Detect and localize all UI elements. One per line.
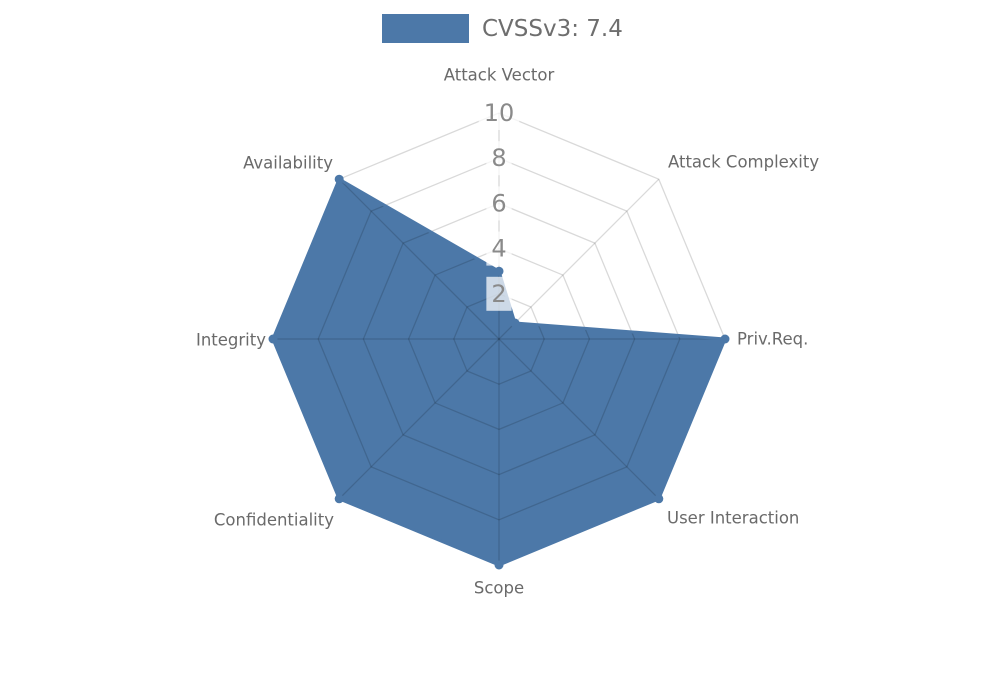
radar-grid-ring <box>453 293 545 385</box>
radial-tick-box <box>486 276 512 311</box>
radial-tick-box <box>486 231 512 266</box>
axis-label-attack-complexity: Attack Complexity <box>668 153 819 172</box>
axis-label-attack-vector: Attack Vector <box>444 66 555 85</box>
radial-tick-label: 8 <box>491 144 506 172</box>
radar-series-marker <box>510 318 520 328</box>
radial-tick-label: 6 <box>491 189 506 217</box>
radar-series-marker <box>654 494 664 504</box>
radar-grid-ring <box>362 202 636 476</box>
axis-label-user-interaction: User Interaction <box>667 509 799 528</box>
radar-series-fill <box>273 179 725 566</box>
radial-tick-label: 10 <box>484 99 515 127</box>
radial-tick-label: 2 <box>491 280 506 308</box>
legend-swatch <box>382 14 469 43</box>
chart-legend: CVSSv3: 7.4 <box>382 14 623 43</box>
axis-label-integrity: Integrity <box>196 331 266 350</box>
radial-tick-box <box>478 96 520 130</box>
radial-tick-box <box>486 186 512 221</box>
radar-series-marker <box>494 560 504 570</box>
axis-label-availability: Availability <box>243 154 333 173</box>
radial-tick-box <box>486 141 512 176</box>
radar-series-marker <box>720 334 730 344</box>
radar-series-marker <box>334 494 344 504</box>
axis-label-priv-req: Priv.Req. <box>737 330 808 349</box>
radar-grid-ring <box>407 247 591 431</box>
legend-label: CVSSv3: 7.4 <box>482 15 623 42</box>
axis-label-confidentiality: Confidentiality <box>214 511 334 530</box>
radial-tick-label: 4 <box>491 235 506 263</box>
radar-series-marker <box>268 334 278 344</box>
radar-series-marker <box>334 174 344 184</box>
radar-grid-spoke <box>498 338 660 500</box>
radar-grid-ring <box>317 157 681 521</box>
radar-grid-spoke <box>338 338 500 500</box>
radar-grid-spoke <box>338 178 500 340</box>
radar-grid-spoke <box>498 178 660 340</box>
axis-label-scope: Scope <box>474 579 524 598</box>
radar-series-marker <box>494 266 504 276</box>
